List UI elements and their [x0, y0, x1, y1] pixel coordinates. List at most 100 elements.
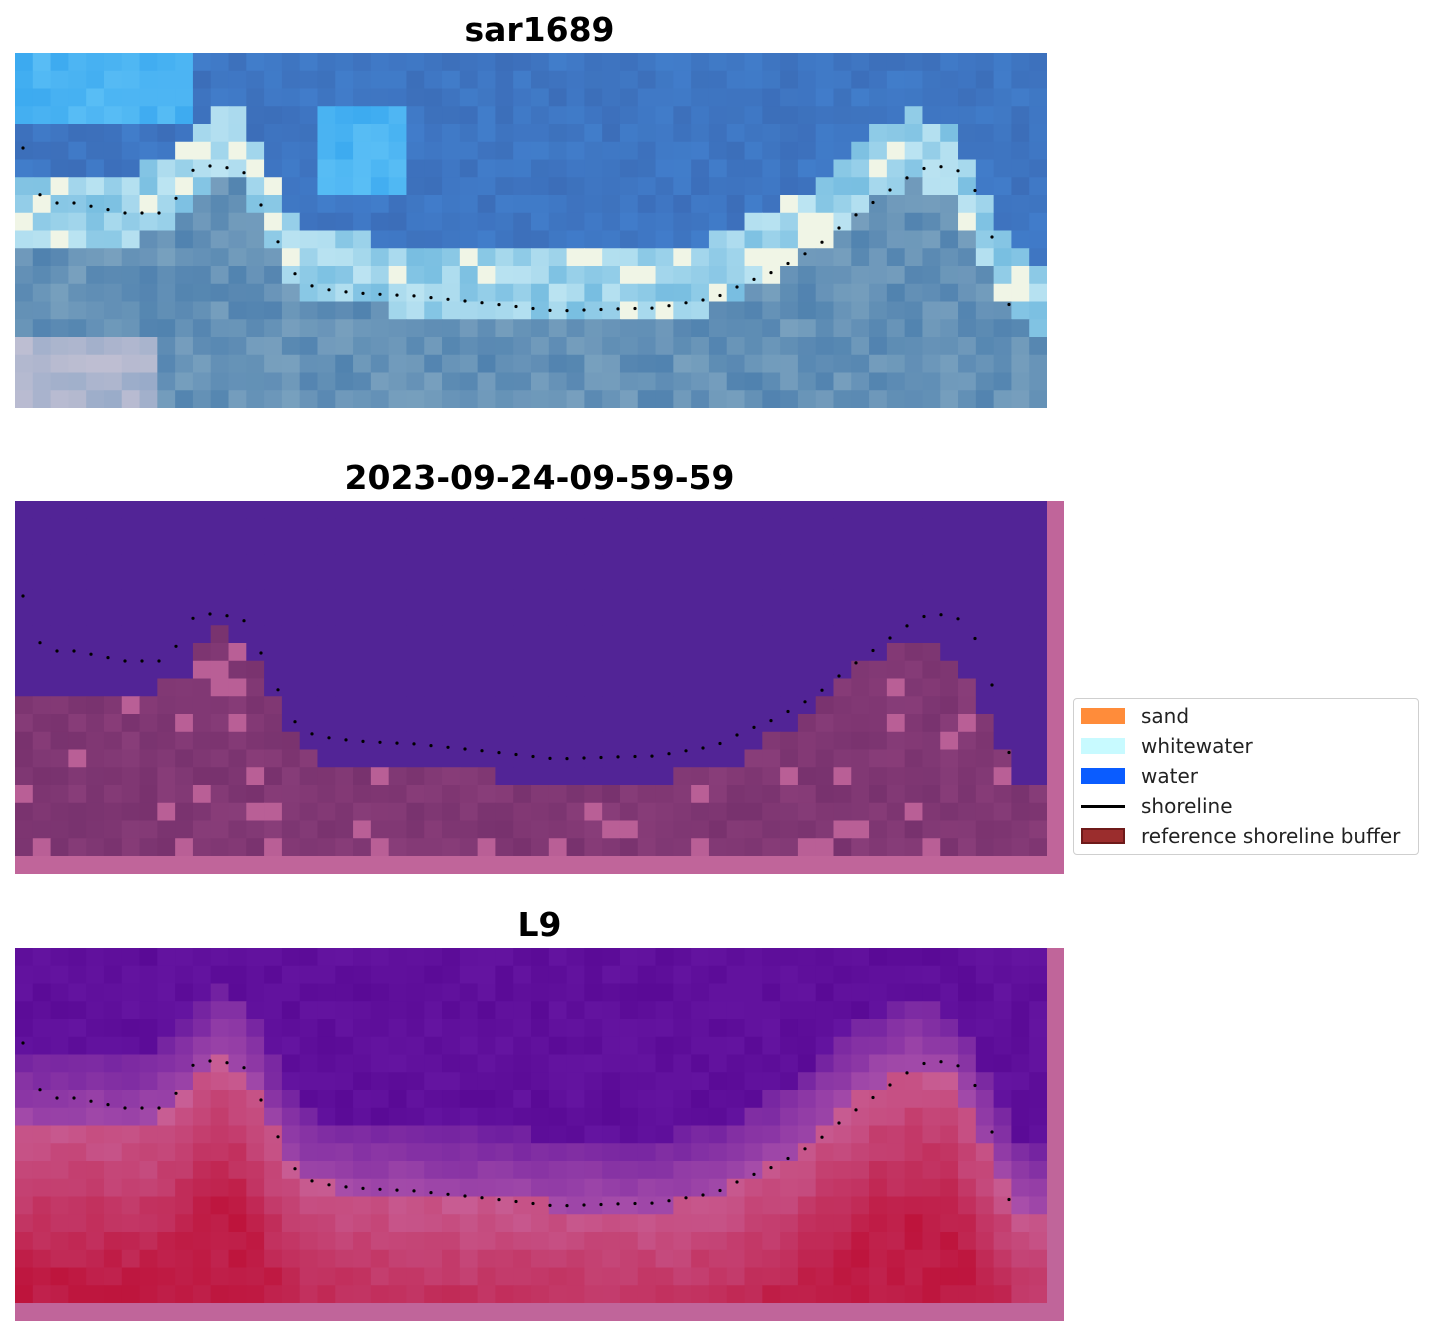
- index-pixel: [904, 1161, 924, 1180]
- image-pixel: [531, 230, 550, 249]
- class-pixel: [442, 802, 461, 822]
- class-pixel: [264, 554, 283, 573]
- class-pixel: [495, 785, 514, 804]
- class-pixel: [210, 536, 230, 555]
- image-pixel: [673, 319, 692, 338]
- index-pixel: [353, 1285, 372, 1304]
- image-pixel: [157, 354, 176, 374]
- shoreline-point: [803, 1147, 807, 1151]
- class-pixel: [602, 643, 621, 662]
- image-pixel: [886, 195, 906, 214]
- index-pixel: [513, 1036, 532, 1056]
- class-pixel: [1011, 696, 1030, 715]
- index-pixel: [15, 1249, 34, 1269]
- image-pixel: [388, 70, 408, 90]
- index-pixel: [370, 1214, 390, 1233]
- class-pixel: [1029, 678, 1048, 697]
- class-pixel: [548, 572, 568, 591]
- image-pixel: [922, 88, 941, 107]
- index-pixel: [904, 1143, 924, 1162]
- index-pixel: [655, 1001, 674, 1020]
- index-pixel: [406, 1001, 425, 1020]
- index-pixel: [192, 1125, 212, 1144]
- class-pixel: [459, 501, 479, 520]
- image-pixel: [726, 53, 746, 72]
- index-pixel: [637, 1001, 657, 1020]
- class-pixel: [353, 714, 372, 733]
- index-pixel: [139, 1125, 158, 1144]
- shoreline-point: [140, 211, 144, 215]
- class-pixel: [281, 696, 301, 715]
- shoreline-point: [361, 291, 365, 295]
- class-pixel: [548, 731, 568, 751]
- class-pixel: [531, 696, 550, 715]
- class-pixel: [655, 589, 674, 609]
- class-pixel: [708, 501, 728, 520]
- index-pixel: [353, 1036, 372, 1056]
- index-pixel: [797, 948, 817, 967]
- class-pixel: [584, 536, 603, 555]
- index-pixel: [370, 1232, 390, 1251]
- shoreline-point: [939, 613, 943, 617]
- index-pixel: [281, 1019, 301, 1038]
- index-pixel: [833, 1178, 852, 1198]
- index-pixel: [797, 1019, 817, 1038]
- class-pixel: [459, 767, 479, 786]
- image-pixel: [851, 195, 870, 214]
- index-pixel: [370, 1285, 390, 1304]
- index-pixel: [388, 1107, 408, 1127]
- class-pixel: [975, 696, 995, 715]
- class-pixel: [281, 501, 301, 520]
- image-pixel: [886, 354, 906, 374]
- image-pixel: [121, 106, 141, 125]
- index-pixel: [744, 1285, 763, 1304]
- class-pixel: [370, 785, 390, 804]
- class-pixel: [175, 518, 194, 538]
- index-pixel: [833, 1267, 852, 1286]
- index-pixel: [139, 1019, 158, 1038]
- index-pixel: [175, 948, 194, 967]
- shoreline-point: [208, 612, 212, 616]
- index-pixel: [15, 1019, 34, 1038]
- index-pixel: [50, 1054, 69, 1073]
- index-pixel: [726, 965, 746, 985]
- index-pixel: [121, 1267, 141, 1286]
- index-pixel: [1029, 1249, 1048, 1269]
- class-pixel: [353, 785, 372, 804]
- class-pixel: [708, 518, 728, 538]
- image-pixel: [833, 230, 852, 249]
- class-pixel: [566, 731, 585, 751]
- image-pixel: [602, 337, 621, 356]
- image-pixel: [833, 266, 852, 285]
- class-pixel: [744, 589, 763, 609]
- index-pixel: [459, 1232, 479, 1251]
- class-pixel: [584, 749, 603, 768]
- image-pixel: [797, 124, 817, 143]
- class-pixel: [780, 802, 799, 822]
- index-pixel: [281, 1107, 301, 1127]
- image-pixel: [246, 319, 265, 338]
- image-pixel: [175, 354, 194, 374]
- shoreline-point: [820, 688, 824, 692]
- image-pixel: [762, 53, 781, 72]
- index-pixel: [335, 1019, 354, 1038]
- class-pixel: [406, 838, 425, 857]
- image-pixel: [139, 106, 158, 125]
- image-pixel: [335, 319, 354, 338]
- shoreline-point: [106, 656, 110, 660]
- image-pixel: [922, 177, 941, 196]
- class-pixel: [815, 767, 835, 786]
- index-pixel: [139, 1054, 158, 1073]
- class-pixel: [406, 767, 425, 786]
- index-pixel: [388, 1249, 408, 1269]
- index-pixel: [299, 1267, 319, 1286]
- image-pixel: [904, 141, 924, 161]
- image-pixel: [459, 88, 479, 107]
- image-pixel: [637, 177, 657, 196]
- image-pixel: [495, 301, 514, 320]
- index-pixel: [424, 1090, 443, 1109]
- image-pixel: [299, 124, 319, 143]
- class-pixel: [1011, 749, 1030, 768]
- index-pixel: [103, 1001, 123, 1020]
- class-pixel: [246, 678, 265, 697]
